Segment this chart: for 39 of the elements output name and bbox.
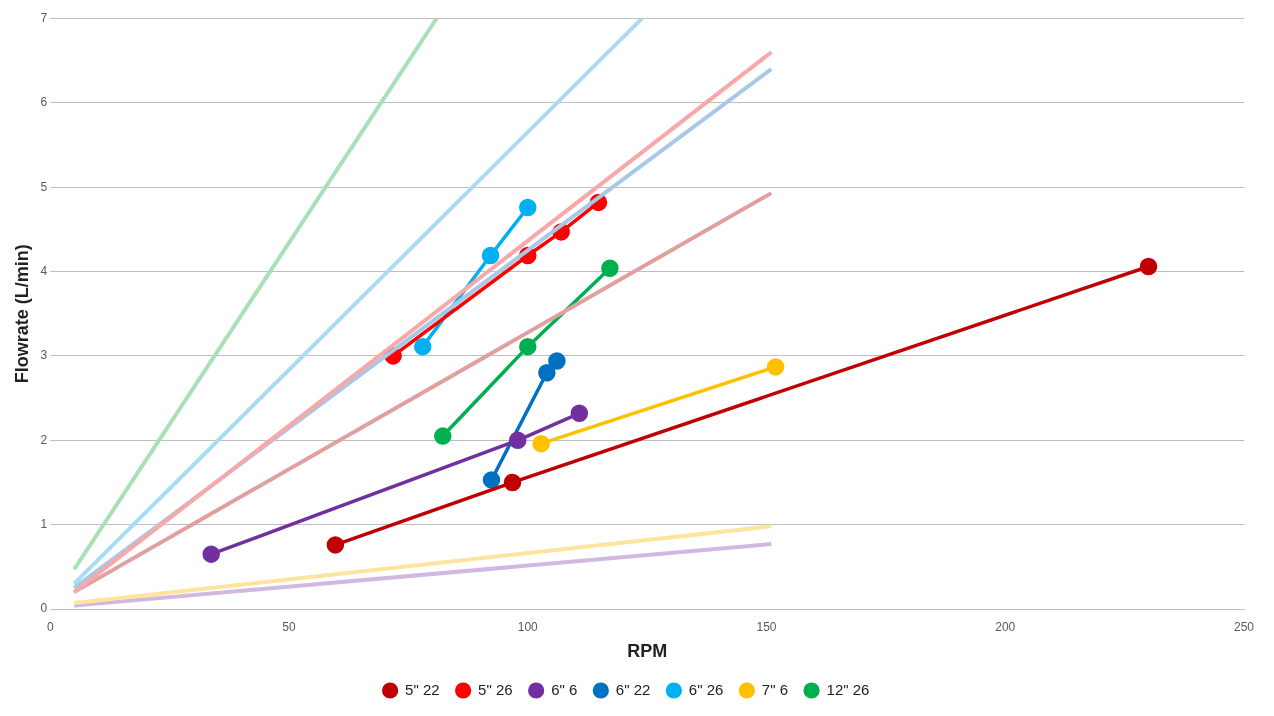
x-axis-title: RPM: [627, 641, 668, 662]
point: [538, 364, 556, 382]
point: [434, 427, 452, 445]
y-tick-label: 0: [40, 601, 48, 616]
legend-label: 5" 26: [478, 680, 513, 698]
point: [481, 246, 500, 265]
legend-label: 6" 6: [551, 680, 578, 698]
y-tick-label: 5: [40, 179, 48, 194]
point: [519, 337, 537, 356]
point: [1139, 257, 1158, 276]
legend-label: 5" 22: [405, 680, 440, 698]
legend-label: 7" 6: [761, 680, 789, 698]
x-tick-label: 150: [756, 619, 777, 634]
point: [482, 471, 501, 489]
point: [503, 473, 522, 492]
point: [532, 434, 550, 453]
y-tick-label: 1: [40, 516, 48, 531]
point: [570, 404, 589, 423]
x-tick-label: 250: [1233, 619, 1255, 634]
x-tick-label: 100: [517, 619, 539, 634]
y-axis-title: Flowrate (L/min): [11, 244, 32, 384]
x-tick-label: 50: [282, 619, 297, 634]
y-tick-label: 6: [40, 95, 48, 110]
point: [413, 337, 432, 356]
x-tick-label: 200: [995, 619, 1016, 634]
y-tick-label: 7: [40, 10, 48, 25]
legend-label: 12" 26: [826, 680, 870, 698]
y-tick-label: 4: [40, 263, 48, 278]
point: [202, 545, 220, 563]
y-tick-label: 3: [40, 348, 48, 363]
legend-label: 6" 22: [615, 680, 651, 698]
point: [766, 358, 785, 376]
point: [519, 198, 537, 217]
point: [548, 352, 566, 370]
point: [508, 431, 527, 450]
y-tick-label: 2: [40, 432, 48, 447]
point: [601, 259, 619, 277]
point: [326, 536, 345, 554]
legend-label: 6" 26: [688, 680, 724, 698]
